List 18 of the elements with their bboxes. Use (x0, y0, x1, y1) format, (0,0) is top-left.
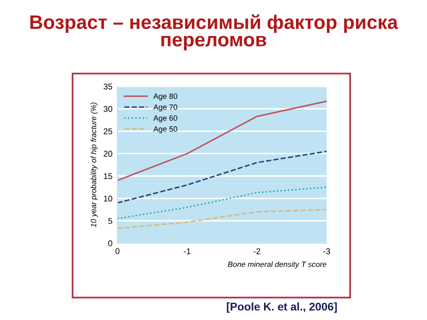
y-tick-label: 20 (104, 150, 112, 157)
y-tick-label: 5 (108, 218, 112, 224)
y-tick-label: 10 (104, 196, 112, 202)
x-tick-label: -3 (323, 248, 330, 254)
y-tick-label: 15 (104, 173, 112, 180)
chart-title: Возраст – независимый фактор риска переломов (30, 14, 398, 50)
text: [Poole K. et al., 2006] (226, 302, 337, 313)
line-series (117, 100, 327, 182)
x-tick-label: -2 (254, 248, 260, 254)
y-tick-label: 35 (104, 84, 112, 90)
x-tick-label: 0 (115, 248, 120, 254)
line-series (117, 186, 327, 220)
y-tick-label: 25 (104, 128, 112, 134)
y-tick-label: 0 (108, 240, 112, 246)
x-tick-label: -1 (184, 248, 190, 254)
y-tick-label: 30 (104, 106, 112, 112)
line-series (117, 150, 327, 204)
line-series (117, 208, 327, 230)
